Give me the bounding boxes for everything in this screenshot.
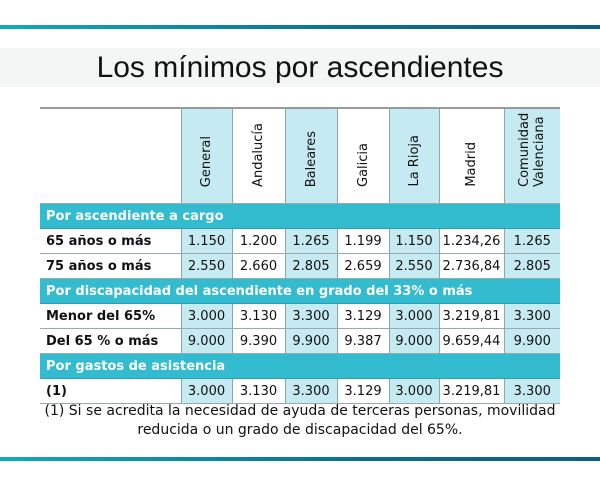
value-cell: 2.736,84: [438, 253, 504, 279]
value-cell: 9.900: [284, 328, 337, 354]
column-header: Baleares: [284, 107, 337, 204]
value-cell: 1.265: [284, 228, 337, 254]
table-row: Del 65 % o más 9.000 9.390 9.900 9.387 9.000 9…: [40, 328, 560, 354]
value-cell: 2.805: [503, 253, 560, 279]
value-cell: 3.219,81: [438, 378, 504, 404]
section-row: Por ascendiente a cargo: [40, 203, 560, 229]
value-cell: 3.300: [503, 378, 560, 404]
row-label: Menor del 65%: [40, 303, 181, 329]
table-row: 65 años o más 1.150 1.200 1.265 1.199 1.150 1.…: [40, 228, 560, 254]
column-header: Madrid: [438, 107, 504, 204]
value-cell: 1.199: [336, 228, 389, 254]
value-cell: 9.000: [388, 328, 439, 354]
value-cell: 1.265: [503, 228, 560, 254]
value-cell: 9.659,44: [438, 328, 504, 354]
value-cell: 2.550: [388, 253, 439, 279]
footnote: (1) Si se acredita la necesidad de ayuda…: [44, 403, 556, 438]
value-cell: 1.200: [231, 228, 285, 254]
top-accent-bar: [0, 25, 600, 29]
value-cell: 3.000: [388, 303, 439, 329]
value-cell: 9.000: [180, 328, 232, 354]
value-cell: 3.129: [336, 378, 389, 404]
value-cell: 9.387: [336, 328, 389, 354]
corner-cell: [40, 107, 181, 204]
section-row: Por gastos de asistencia: [40, 353, 560, 379]
value-cell: 3.130: [231, 303, 285, 329]
value-cell: 3.129: [336, 303, 389, 329]
value-cell: 3.219,81: [438, 303, 504, 329]
page-title: Los mínimos por ascendientes: [0, 48, 600, 87]
row-label: 65 años o más: [40, 228, 181, 254]
table-row: Menor del 65% 3.000 3.130 3.300 3.129 3.000 3.…: [40, 303, 560, 329]
value-cell: 3.000: [180, 303, 232, 329]
section-row: Por discapacidad del ascendiente en grad…: [40, 278, 560, 304]
section-label: Por discapacidad del ascendiente en grad…: [40, 278, 560, 304]
row-label: Del 65 % o más: [40, 328, 181, 354]
bottom-accent-bar: [0, 457, 600, 461]
section-label: Por gastos de asistencia: [40, 353, 560, 379]
column-header: Galicia: [336, 107, 389, 204]
column-header-label: General: [199, 135, 214, 187]
value-cell: 3.300: [503, 303, 560, 329]
column-header-label: La Rioja: [406, 135, 422, 187]
section-label: Por ascendiente a cargo: [40, 203, 560, 229]
column-header-label: Baleares: [303, 130, 319, 187]
value-cell: 1.150: [180, 228, 232, 254]
column-header: La Rioja: [388, 107, 439, 204]
value-cell: 2.805: [284, 253, 337, 279]
value-cell: 3.130: [231, 378, 285, 404]
column-header: Comunidad Valenciana: [503, 107, 560, 204]
column-header: General: [180, 107, 232, 204]
value-cell: 2.550: [180, 253, 232, 279]
row-label: 75 años o más: [40, 253, 181, 279]
column-header-label: Comunidad Valenciana: [517, 112, 548, 187]
value-cell: 2.659: [336, 253, 389, 279]
value-cell: 3.300: [284, 378, 337, 404]
value-cell: 9.900: [503, 328, 560, 354]
row-label: (1): [40, 378, 181, 404]
value-cell: 9.390: [231, 328, 285, 354]
value-cell: 1.234,26: [438, 228, 504, 254]
value-cell: 2.660: [231, 253, 285, 279]
column-header: Andalucía: [231, 107, 285, 204]
column-header-label: Madrid: [464, 142, 479, 187]
value-cell: 1.150: [388, 228, 439, 254]
value-cell: 3.000: [180, 378, 232, 404]
value-cell: 3.300: [284, 303, 337, 329]
column-header-label: Andalucía: [251, 123, 266, 187]
column-header-label: Galicia: [355, 143, 371, 187]
table-row: (1) 3.000 3.130 3.300 3.129 3.000 3.219,81 3.30…: [40, 378, 560, 404]
value-cell: 3.000: [388, 378, 439, 404]
minimums-table: General Andalucía Baleares Galicia La Rioja M…: [40, 107, 560, 404]
table-row: 75 años o más 2.550 2.660 2.805 2.659 2.550 2.…: [40, 253, 560, 279]
